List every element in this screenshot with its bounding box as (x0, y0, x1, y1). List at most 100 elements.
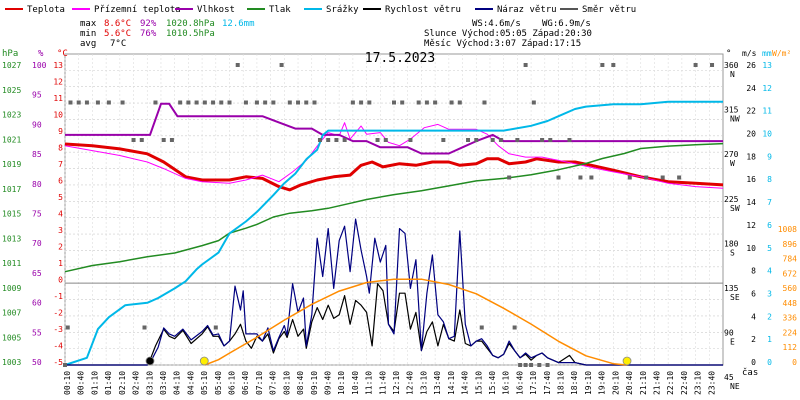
series-line-srážky (64, 100, 723, 366)
axis-wm2-tick: 560 (783, 284, 798, 293)
axis-temp-tick: 13 (53, 61, 63, 70)
wind-direction-point (383, 138, 388, 142)
axis-mm-tick: 13 (762, 61, 772, 70)
wind-direction-point (523, 363, 528, 367)
stats-max-temp: 8.6°C (104, 19, 131, 29)
wind-direction-point (359, 100, 364, 105)
axis-hpa-tick: 1023 (2, 111, 21, 120)
axis-temp-tick: 1 (58, 259, 63, 268)
axis-ms-tick: 18 (746, 152, 756, 161)
wind-direction-point (457, 100, 462, 105)
x-tick-label: 03:10 (145, 371, 154, 395)
axis-temp-tick: -4 (53, 342, 63, 351)
axis-temp-tick: -1 (53, 292, 63, 301)
wind-direction-point (65, 325, 70, 330)
axis-dir-name: W (730, 159, 735, 168)
axis-pct-tick: 90 (32, 120, 42, 129)
wind-direction-point (287, 100, 292, 105)
axis-wm2-unit: W/m² (772, 49, 791, 58)
axis-mm-tick: 7 (767, 198, 772, 207)
axis-temp-tick: 7 (58, 160, 63, 169)
stats-min-press: 1010.5hPa (166, 29, 215, 39)
wind-direction-point (531, 100, 536, 105)
x-tick-label: 09:10 (310, 371, 319, 395)
x-tick-label: 03:40 (159, 371, 168, 395)
axis-dir-tick: 360 (724, 61, 739, 70)
axis-ms-tick: 4 (751, 312, 756, 321)
axis-dir-unit: ° (726, 49, 731, 59)
x-tick-label: 13:40 (433, 371, 442, 395)
axis-ms-tick: 22 (746, 107, 756, 116)
axis-temp-tick: -2 (53, 309, 63, 318)
axis-temp-tick: 3 (58, 226, 63, 235)
legend-label-3: Tlak (269, 5, 291, 15)
x-tick-label: 16:40 (515, 371, 524, 395)
x-tick-label: 13:10 (419, 371, 428, 395)
wind-direction-point (449, 100, 454, 105)
x-tick-label: 15:10 (474, 371, 483, 395)
axis-dir-tick: 270 (724, 150, 739, 159)
legend-label-4: Srážky (326, 5, 359, 15)
x-tick-label: 08:10 (282, 371, 291, 395)
legend-label-2: Vlhkost (197, 5, 235, 15)
wind-direction-point (304, 100, 309, 105)
axis-mm-tick: 10 (762, 130, 772, 139)
x-tick-label: 11:40 (378, 371, 387, 395)
wind-direction-point (296, 100, 301, 105)
x-tick-label: 06:40 (241, 371, 250, 395)
wind-direction-point (556, 175, 561, 180)
stats-avg-temp: 7°C (110, 39, 126, 49)
axis-mm-tick: 2 (767, 312, 772, 321)
axis-mm-tick: 8 (767, 175, 772, 184)
wind-direction-point (235, 63, 240, 67)
x-tick-label: 10:40 (351, 371, 360, 395)
x-tick-label: 15:40 (488, 371, 497, 395)
axis-hpa-tick: 1015 (2, 210, 21, 219)
series-line-vlhkost (65, 102, 723, 155)
axis-ms-tick: 14 (746, 198, 756, 207)
x-tick-label: 19:10 (584, 371, 593, 395)
wind-direction-point (479, 325, 484, 330)
left-axes: hPa% °C1027102510231021101910171015101310… (2, 49, 68, 367)
axis-dir-name: SW (730, 204, 740, 213)
wind-direction-point (400, 100, 405, 105)
axis-ms-tick: 12 (746, 221, 756, 230)
axis-ms-tick: 20 (746, 130, 756, 139)
wind-direction-point (515, 138, 520, 142)
wind-direction-point (312, 100, 317, 105)
axis-hpa-tick: 1009 (2, 284, 21, 293)
axis-dir-tick: 90 (724, 329, 734, 338)
x-tick-label: 09:40 (323, 371, 332, 395)
x-tick-label: 05:40 (214, 371, 223, 395)
axis-ms-tick: 16 (746, 175, 756, 184)
axis-wm2-tick: 336 (783, 314, 798, 323)
axis-dir-name: E (730, 338, 735, 347)
legend-label-6: Náraz větru (497, 5, 557, 15)
axis-pct-tick: 55 (32, 328, 42, 337)
wind-direction-point (227, 100, 232, 105)
wind-direction-point (567, 138, 572, 142)
axis-ms-tick: 26 (746, 61, 756, 70)
wind-direction-point (254, 100, 259, 105)
wind-direction-point (512, 325, 517, 330)
x-tick-label: 22:40 (680, 371, 689, 395)
wind-direction-point (142, 325, 147, 330)
wind-direction-point (350, 100, 355, 105)
legend-row: Teplota Přízemní teplota Vlhkost Tlak Srážky… (5, 5, 636, 15)
plot-frame (64, 53, 724, 366)
legend-label-0: Teplota (27, 5, 65, 15)
axis-dir-name: NW (730, 115, 740, 124)
axis-pct-tick: 60 (32, 299, 42, 308)
chart-title: 17.5.2023 (365, 51, 435, 66)
axis-wm2-tick: 448 (783, 299, 798, 308)
axis-hpa-tick: 1019 (2, 160, 21, 169)
x-tick-label: 02:10 (118, 371, 127, 395)
wind-direction-point (578, 175, 583, 180)
wind-direction-point (441, 138, 446, 142)
wind-direction-point (408, 138, 413, 142)
stats-block: max 8.6°C 92% 1020.8hPa 12.6mm min 5.6°C… (80, 19, 592, 49)
axis-dir-tick: 180 (724, 239, 739, 248)
wind-direction-point (139, 138, 144, 142)
x-tick-label: 04:40 (186, 371, 195, 395)
